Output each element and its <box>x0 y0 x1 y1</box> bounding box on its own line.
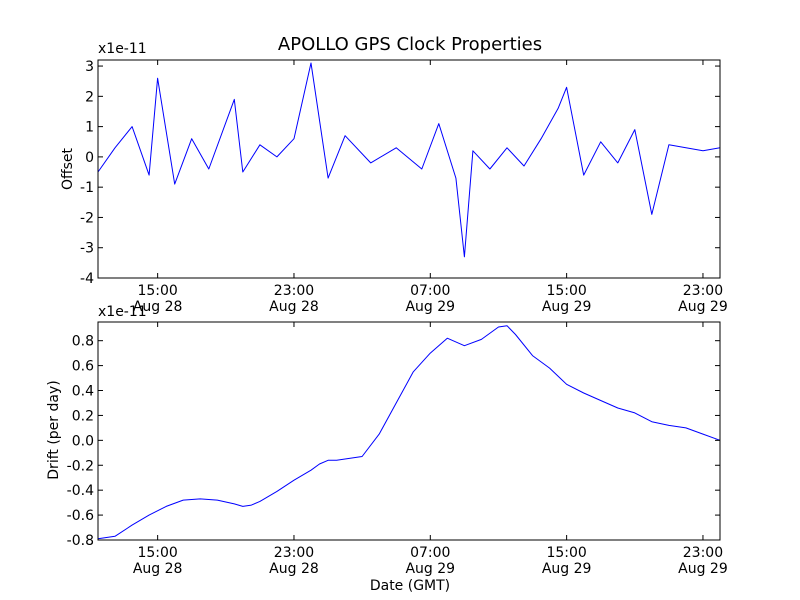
offset-x-tick-date: Aug 29 <box>542 299 592 315</box>
offset-y-axis-label: Offset <box>60 147 76 190</box>
drift-y-ticks: -0.8 -0.6 -0.4 -0.2 0.0 0.2 0.4 0.6 0.8 <box>67 334 720 549</box>
drift-x-tick-time: 15:00 <box>546 545 586 561</box>
drift-x-tick-date: Aug 28 <box>133 561 183 577</box>
offset-y-tick-label: 0 <box>85 150 94 166</box>
offset-series-line <box>97 62 721 258</box>
offset-multiplier-label: x1e-11 <box>98 41 147 57</box>
drift-y-tick-label: -0.6 <box>67 508 94 524</box>
x-axis-label: Date (GMT) <box>370 578 450 594</box>
offset-y-ticks: -4 -3 -2 -1 0 1 2 3 <box>80 59 720 287</box>
drift-x-tick-time: 23:00 <box>683 545 723 561</box>
drift-y-tick-label: 0.0 <box>72 433 94 449</box>
drift-y-tick-label: -0.2 <box>67 458 94 474</box>
offset-x-tick-date: Aug 28 <box>269 299 319 315</box>
offset-y-tick-label: -4 <box>80 271 94 287</box>
drift-x-tick-time: 23:00 <box>274 545 314 561</box>
offset-x-tick-time: 15:00 <box>137 283 177 299</box>
drift-multiplier-label: x1e-11 <box>98 304 147 320</box>
drift-y-tick-label: 0.2 <box>72 408 94 424</box>
chart-title: APOLLO GPS Clock Properties <box>278 34 542 55</box>
offset-x-tick-date: Aug 28 <box>133 299 183 315</box>
drift-y-tick-label: 0.6 <box>72 359 94 375</box>
drift-x-tick-date: Aug 28 <box>269 561 319 577</box>
offset-y-tick-label: -1 <box>80 180 94 196</box>
drift-panel: x1e-11 Drift (per day) -0.8 -0.6 -0.4 -0.2 0… <box>46 304 728 594</box>
offset-y-tick-label: 1 <box>85 120 94 136</box>
offset-x-tick-time: 23:00 <box>683 283 723 299</box>
drift-y-tick-label: -0.4 <box>67 483 94 499</box>
drift-plot-frame <box>97 321 721 541</box>
offset-y-tick-label: 2 <box>85 89 94 105</box>
drift-y-tick-label: 0.8 <box>72 334 94 350</box>
offset-y-tick-label: 3 <box>85 59 94 75</box>
offset-x-tick-date: Aug 29 <box>405 299 455 315</box>
drift-x-tick-time: 07:00 <box>410 545 450 561</box>
drift-x-tick-date: Aug 29 <box>405 561 455 577</box>
offset-x-tick-time: 23:00 <box>274 283 314 299</box>
offset-y-tick-label: -2 <box>80 210 94 226</box>
offset-y-tick-label: -3 <box>80 241 94 257</box>
drift-y-axis-label: Drift (per day) <box>46 380 62 479</box>
drift-series-line <box>97 325 721 540</box>
drift-x-tick-time: 15:00 <box>137 545 177 561</box>
offset-x-tick-time: 15:00 <box>546 283 586 299</box>
drift-x-tick-date: Aug 29 <box>542 561 592 577</box>
drift-y-tick-label: -0.8 <box>67 533 94 549</box>
offset-plot-frame <box>97 59 721 279</box>
offset-x-tick-date: Aug 29 <box>678 299 728 315</box>
drift-x-tick-date: Aug 29 <box>678 561 728 577</box>
drift-y-tick-label: 0.4 <box>72 384 94 400</box>
offset-x-tick-time: 07:00 <box>410 283 450 299</box>
